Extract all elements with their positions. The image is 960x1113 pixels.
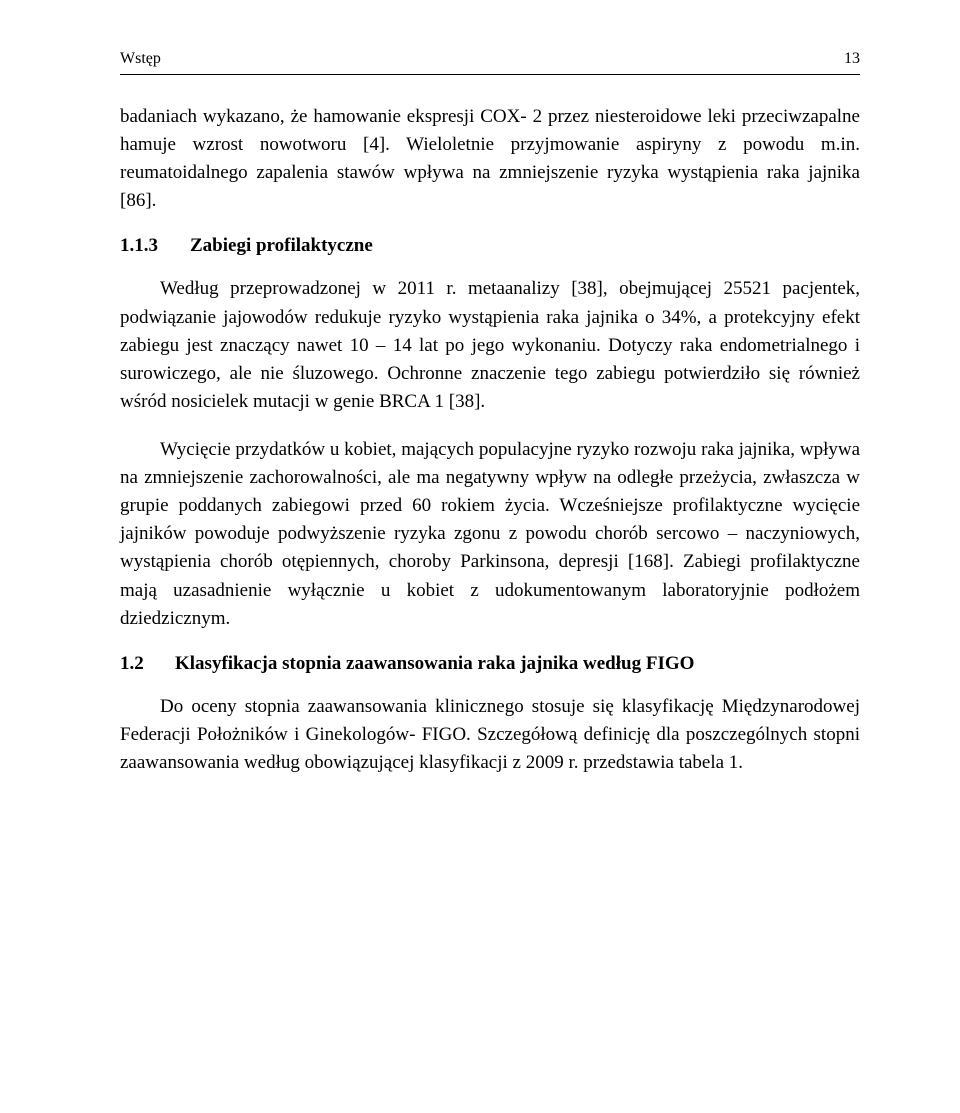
heading-1-2: 1.2Klasyfikacja stopnia zaawansowania ra… [120,653,860,675]
paragraph-2: Według przeprowadzonej w 2011 r. metaana… [120,275,860,416]
paragraph-3: Wycięcie przydatków u kobiet, mających p… [120,436,860,633]
header-page-number: 13 [844,50,860,68]
heading-1-1-3: 1.1.3Zabiegi profilaktyczne [120,235,860,257]
paragraph-1: badaniach wykazano, że hamowanie ekspres… [120,103,860,215]
paragraph-4: Do oceny stopnia zaawansowania kliniczne… [120,693,860,777]
document-page: Wstęp 13 badaniach wykazano, że hamowani… [0,0,960,857]
header-title: Wstęp [120,50,161,68]
heading-number: 1.2 [120,653,175,675]
heading-text: Klasyfikacja stopnia zaawansowania raka … [175,653,694,674]
page-header: Wstęp 13 [120,50,860,75]
heading-text: Zabiegi profilaktyczne [190,235,373,256]
heading-number: 1.1.3 [120,235,190,257]
